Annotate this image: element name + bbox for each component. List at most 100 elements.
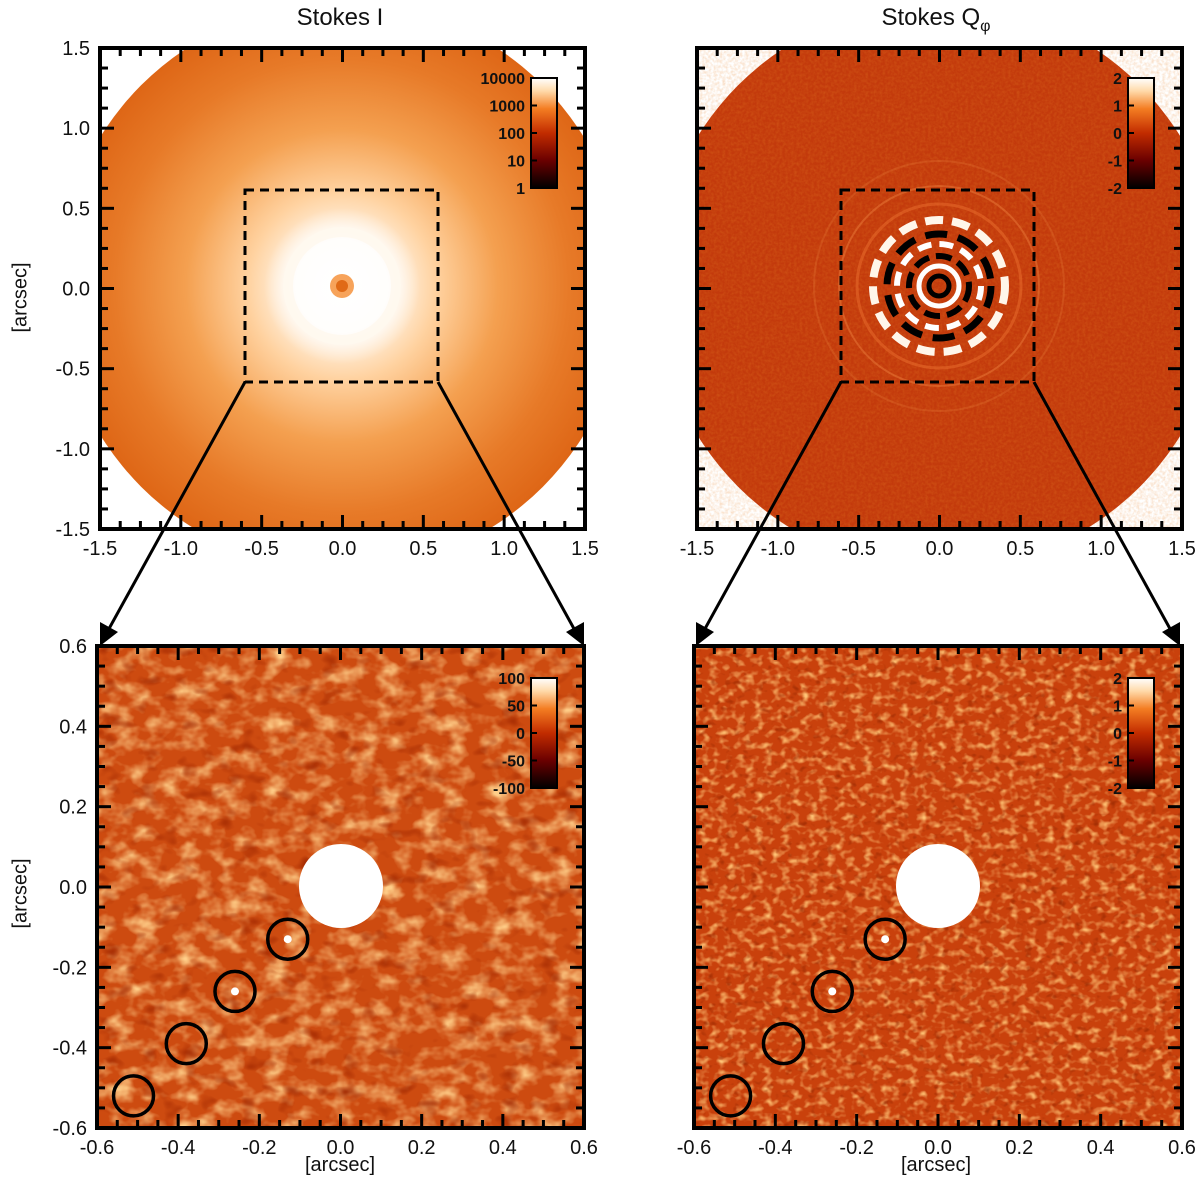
x-tick-label: 0.4 [489, 1137, 517, 1159]
y-tick-label: 0.6 [59, 636, 87, 658]
arrowhead-left-1 [100, 622, 118, 646]
x-tick-label: -0.6 [677, 1137, 711, 1159]
x-tick-label: 0.0 [327, 1137, 355, 1159]
x-tick-label: -1.0 [164, 538, 198, 560]
colorbar-tick-label: 0 [516, 726, 525, 743]
stokes-i-zoom-image [97, 646, 584, 1128]
panel-stokes-q-zoom: -0.6 -0.4 -0.2 0.0 0.2 0.4 0.6 2 1 0 -1 -2 [677, 644, 1196, 1159]
colorbar-tick-label: 2 [1113, 71, 1122, 88]
y-tick-label: 1.0 [62, 118, 90, 140]
y-tick-label: 0.0 [59, 877, 87, 899]
colorbar-tick-label: 1 [1113, 99, 1122, 116]
arrowhead-right-2 [1162, 622, 1180, 646]
zoom-box-top-right [839, 188, 1036, 384]
x-tick-label: 1.0 [490, 538, 518, 560]
y-tick-label: -0.4 [53, 1038, 87, 1060]
colorbar-tick-label: 2 [1113, 671, 1122, 688]
source-circle [164, 1021, 209, 1066]
y-tick-label: -0.2 [53, 957, 87, 979]
colorbar-tick-label: -2 [1108, 781, 1122, 798]
source-circle [111, 1074, 156, 1118]
y-tick-label: 0.0 [62, 279, 90, 301]
y-tick-label: 0.2 [59, 797, 87, 819]
x-tick-label: -1.5 [680, 538, 714, 560]
x-tick-label: -0.2 [242, 1137, 276, 1159]
x-tick-label: -1.5 [83, 538, 117, 560]
colorbar: 100 50 0 -50 -100 [493, 671, 558, 798]
zoom-arrow-right-1 [699, 381, 843, 637]
colorbar-tick-label: 1 [516, 181, 525, 198]
stokes-q-zoom-image [694, 646, 1182, 1128]
colorbar-tick-label: -2 [1108, 181, 1122, 198]
zoom-box-top-left [243, 188, 440, 384]
colorbar-tick-label: -1 [1108, 154, 1122, 171]
arrowhead-left-2 [566, 622, 584, 646]
y-tick-label: 0.5 [62, 198, 90, 220]
colorbar-tick-label: -1 [1108, 754, 1122, 771]
colorbar: 10000 1000 100 10 1 [481, 71, 558, 198]
x-tick-label: 0.0 [329, 538, 357, 560]
x-tick-label: 0.6 [570, 1137, 598, 1159]
colorbar-tick-label: 100 [498, 671, 525, 688]
zoom-indicators [100, 188, 1180, 646]
x-tick-label: 1.0 [1087, 538, 1115, 560]
y-tick-label: -1.0 [56, 439, 90, 461]
stokes-i-full-image [100, 48, 585, 529]
y-tick-label: -0.6 [53, 1118, 87, 1140]
colorbar: 2 1 0 -1 -2 [1108, 71, 1155, 198]
x-tick-label: -0.6 [80, 1137, 114, 1159]
zoom-arrow-right-2 [1032, 381, 1176, 637]
panel-stokes-i-zoom: -0.6 -0.4 -0.2 0.0 0.2 0.4 0.6 0.6 0.4 0.2 0.0 -0.2… [53, 636, 598, 1159]
panel-stokes-q-full: -1.5 -1.0 -0.5 0.0 0.5 1.0 1.5 2 1 0 -1 -2 [680, 46, 1196, 560]
x-tick-label: 1.5 [571, 538, 599, 560]
x-tick-label: 0.0 [926, 538, 954, 560]
x-tick-label: 0.5 [1006, 538, 1034, 560]
colorbar: 2 1 0 -1 -2 [1108, 671, 1155, 798]
x-tick-label: -1.0 [761, 538, 795, 560]
source-point [283, 935, 292, 944]
zoom-arrow-left-2 [436, 381, 580, 637]
colorbar-tick-label: -50 [502, 754, 525, 771]
source-circle [213, 969, 257, 1014]
stokes-q-full-image [697, 48, 1182, 529]
colorbar-tick-label: 0 [1113, 726, 1122, 743]
zoom-arrow-left-1 [103, 381, 247, 637]
panel-title-stokes-q-main: Stokes Q [881, 4, 981, 31]
stokes-q-disk-rings [813, 160, 1065, 412]
source-circle [761, 1021, 806, 1066]
panel-title-stokes-i: Stokes I [296, 4, 384, 31]
x-tick-label: -0.5 [244, 538, 278, 560]
colorbar-tick-label: 50 [507, 699, 525, 716]
x-tick-label: 0.2 [408, 1137, 436, 1159]
source-circle [708, 1074, 753, 1118]
axes-layer: -1.5 -1.0 -0.5 0.0 0.5 1.0 1.5 1.5 1.0 0.5 0.0 -0.5… [53, 38, 1196, 1159]
source-circle [265, 917, 310, 961]
source-point [828, 987, 837, 996]
arrowhead-right-1 [696, 622, 714, 646]
y-tick-label: 0.4 [59, 716, 87, 738]
source-circle [863, 917, 907, 961]
x-tick-label: 0.6 [1168, 1137, 1196, 1159]
x-tick-label: -0.4 [758, 1137, 792, 1159]
colorbar-tick-label: 100 [498, 126, 525, 143]
x-tick-label: -0.2 [839, 1137, 873, 1159]
x-tick-label: 0.0 [924, 1137, 952, 1159]
x-tick-label: 1.5 [1168, 538, 1196, 560]
panel-title-stokes-q: Stokes Qφ [786, 4, 1086, 36]
x-tick-label: -0.4 [161, 1137, 195, 1159]
colorbar-tick-label: 1 [1113, 699, 1122, 716]
source-circle [810, 969, 855, 1014]
x-tick-label: -0.5 [841, 538, 875, 560]
colorbar-tick-label: -100 [493, 781, 525, 798]
y-tick-label: -0.5 [56, 359, 90, 381]
panel-stokes-i-full: -1.5 -1.0 -0.5 0.0 0.5 1.0 1.5 1.5 1.0 0.5 0.0 -0.5… [56, 38, 599, 560]
xlabel-bottom-right: [arcsec] [900, 1154, 972, 1176]
y-tick-label: 1.5 [62, 38, 90, 60]
source-point [230, 987, 239, 996]
x-tick-label: 0.2 [1005, 1137, 1033, 1159]
x-tick-label: 0.5 [409, 538, 437, 560]
x-tick-label: 0.4 [1087, 1137, 1115, 1159]
colorbar-tick-label: 10000 [481, 71, 526, 88]
